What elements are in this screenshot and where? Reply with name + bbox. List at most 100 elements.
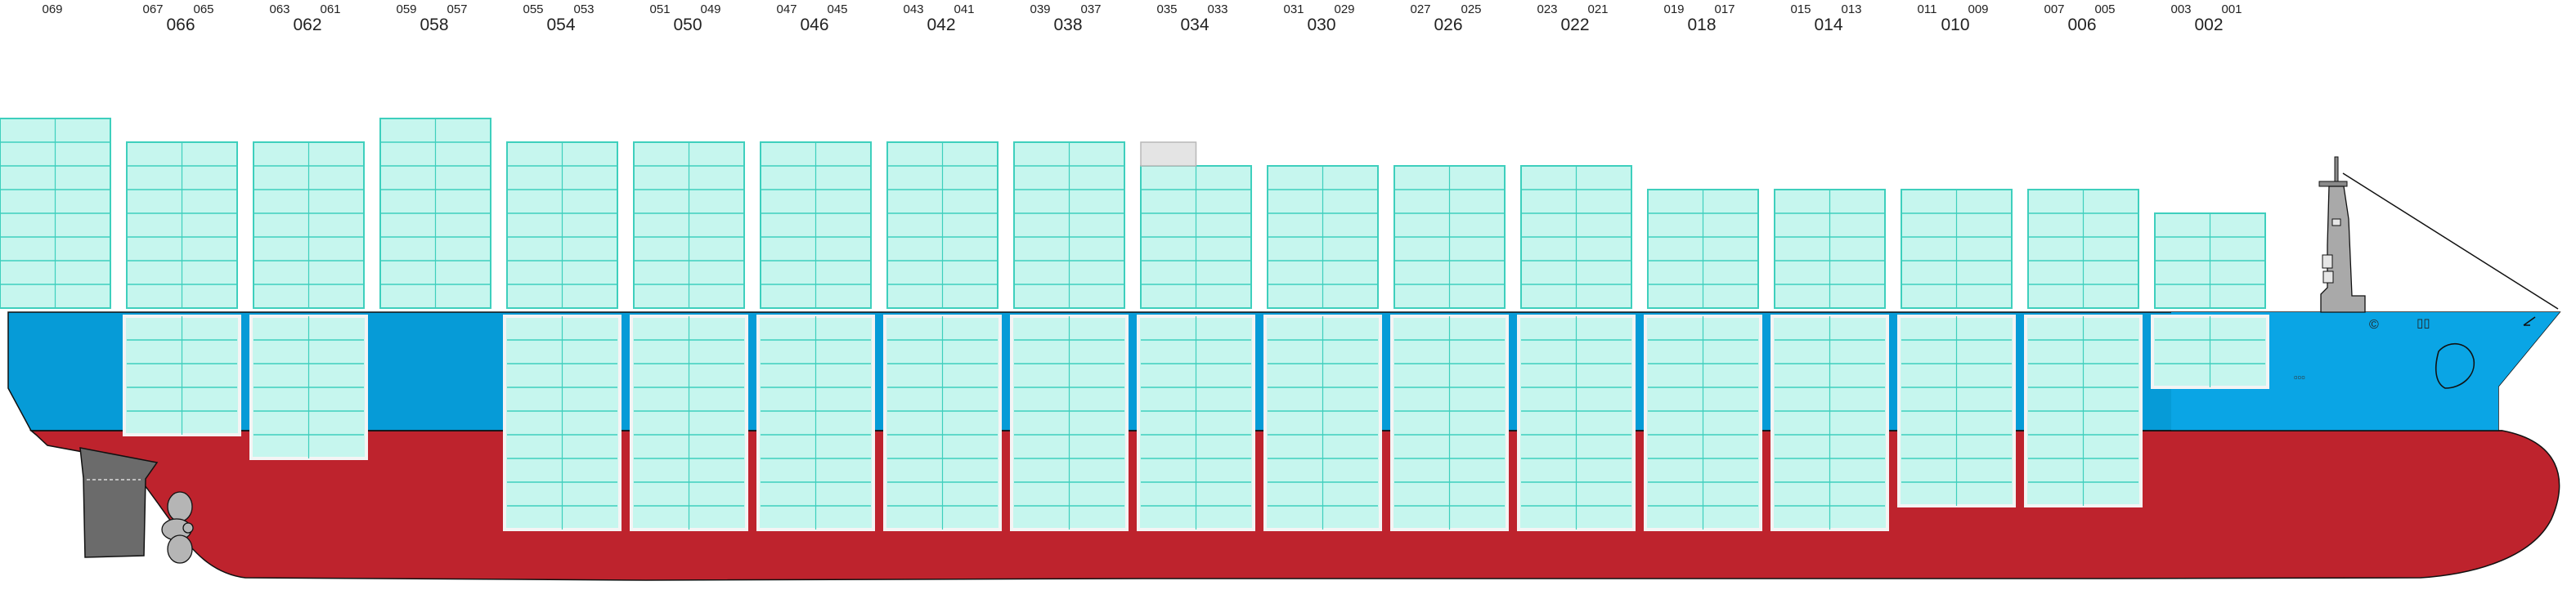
bow-tip-mark xyxy=(2523,316,2536,326)
bay-label-left: 035 xyxy=(1156,2,1178,16)
bay-label-main: 006 xyxy=(2067,16,2097,34)
hold-stack-030 xyxy=(1263,315,1382,531)
bay-label-right: 061 xyxy=(320,2,341,16)
deck-stack-006 xyxy=(2027,189,2139,309)
bay-label-main: 010 xyxy=(1941,16,1970,34)
deck-stack-034 xyxy=(1140,141,1252,309)
mast-crossbar xyxy=(2318,181,2348,187)
hold-stack-010 xyxy=(1897,315,2016,507)
hold-stack-050 xyxy=(630,315,748,531)
bay-label-right: 049 xyxy=(700,2,721,16)
bow-logo-icon: © xyxy=(2369,318,2379,332)
hold-stack-014 xyxy=(1770,315,1889,531)
bay-label-left: 007 xyxy=(2044,2,2065,16)
deck-stack-026 xyxy=(1393,165,1506,309)
bay-label-right: 029 xyxy=(1334,2,1355,16)
deck-stack-010 xyxy=(1901,189,2013,309)
hold-stack-054 xyxy=(503,315,622,531)
bridge-window-3 xyxy=(2322,270,2334,284)
bay-label-left: 015 xyxy=(1790,2,1811,16)
bay-label-left: 003 xyxy=(2170,2,2192,16)
bay-label-main: 014 xyxy=(1814,16,1843,34)
bay-label-main: 058 xyxy=(420,16,449,34)
deck-stack-062 xyxy=(253,141,365,309)
deck-stack-042 xyxy=(886,141,999,309)
deck-stack-054 xyxy=(506,141,618,309)
stern-gear xyxy=(79,447,194,564)
hold-stack-002 xyxy=(2151,315,2269,389)
bay-label-right: 005 xyxy=(2094,2,2116,16)
bay-label-left: 059 xyxy=(396,2,417,16)
bay-label-right: 037 xyxy=(1080,2,1102,16)
bay-label-left: 043 xyxy=(903,2,924,16)
forecastle-mast-line xyxy=(2342,172,2559,310)
bay-label-left: 067 xyxy=(142,2,164,16)
hold-stack-022 xyxy=(1517,315,1636,531)
bay-label-left: 031 xyxy=(1283,2,1304,16)
bridge-window-2 xyxy=(2322,254,2333,269)
bow-name-plate: ▯▯ xyxy=(2417,316,2430,330)
bay-label-right: 041 xyxy=(954,2,975,16)
hold-stack-006 xyxy=(2024,315,2143,507)
deck-stack-030 xyxy=(1267,165,1379,309)
bay-label-left: 023 xyxy=(1537,2,1558,16)
bay-label-right: 053 xyxy=(573,2,595,16)
deck-stack-066 xyxy=(126,141,238,309)
bay-label-left: 011 xyxy=(1917,2,1937,16)
bow-windows: ▫▫▫ xyxy=(2294,371,2305,383)
propeller-blade-bottom xyxy=(167,534,193,564)
bay-label-right: 017 xyxy=(1714,2,1735,16)
bay-label-main: 046 xyxy=(800,16,829,34)
bay-label-left: 039 xyxy=(1030,2,1051,16)
bay-label-right: 025 xyxy=(1461,2,1482,16)
deck-containers xyxy=(0,118,2266,309)
deck-stack-050 xyxy=(633,141,745,309)
bay-label-main: 042 xyxy=(927,16,956,34)
deck-stack-022 xyxy=(1520,165,1632,309)
bay-label-main: 050 xyxy=(673,16,702,34)
hold-containers xyxy=(123,315,2269,531)
bay-label-left: 063 xyxy=(269,2,290,16)
deck-stack-046 xyxy=(760,141,872,309)
bay-label-main: 002 xyxy=(2194,16,2224,34)
bay-label-left: 019 xyxy=(1663,2,1685,16)
propeller-hub xyxy=(182,522,194,534)
bay-label-main: 054 xyxy=(546,16,576,34)
hold-stack-062 xyxy=(249,315,368,460)
bay-label-main: 066 xyxy=(166,16,195,34)
bay-label-right: 013 xyxy=(1841,2,1862,16)
hold-stack-046 xyxy=(756,315,875,531)
deck-stack-038 xyxy=(1013,141,1125,309)
bay-label-right: 057 xyxy=(447,2,468,16)
hold-stack-066 xyxy=(123,315,241,436)
bay-label-right: 069 xyxy=(42,2,63,16)
bow-anchor-icon xyxy=(2435,342,2475,389)
bay-label-right: 045 xyxy=(827,2,848,16)
bow-superstructure xyxy=(2318,156,2559,389)
hold-stack-038 xyxy=(1010,315,1129,531)
rudder xyxy=(79,447,159,558)
deck-stack-002 xyxy=(2154,212,2266,309)
bay-label-left: 055 xyxy=(523,2,544,16)
bay-label-left: 051 xyxy=(649,2,671,16)
bay-label-right: 021 xyxy=(1587,2,1609,16)
bay-label-right: 033 xyxy=(1207,2,1228,16)
bay-label-main: 026 xyxy=(1434,16,1463,34)
bay-label-right: 065 xyxy=(193,2,214,16)
bay-label-left: 027 xyxy=(1410,2,1431,16)
bay-label-right: 009 xyxy=(1968,2,1989,16)
hold-stack-026 xyxy=(1390,315,1509,531)
bay-label-main: 030 xyxy=(1307,16,1336,34)
bay-label-right: 001 xyxy=(2221,2,2242,16)
bay-label-main: 034 xyxy=(1180,16,1209,34)
hold-stack-018 xyxy=(1644,315,1762,531)
bay-label-main: 038 xyxy=(1053,16,1083,34)
deck-stack-069 xyxy=(0,118,111,309)
hold-stack-042 xyxy=(883,315,1002,531)
bay-label-main: 018 xyxy=(1687,16,1717,34)
bay-label-main: 022 xyxy=(1560,16,1590,34)
bridge-window-1 xyxy=(2331,218,2341,226)
empty-container-slot xyxy=(1140,141,1197,167)
